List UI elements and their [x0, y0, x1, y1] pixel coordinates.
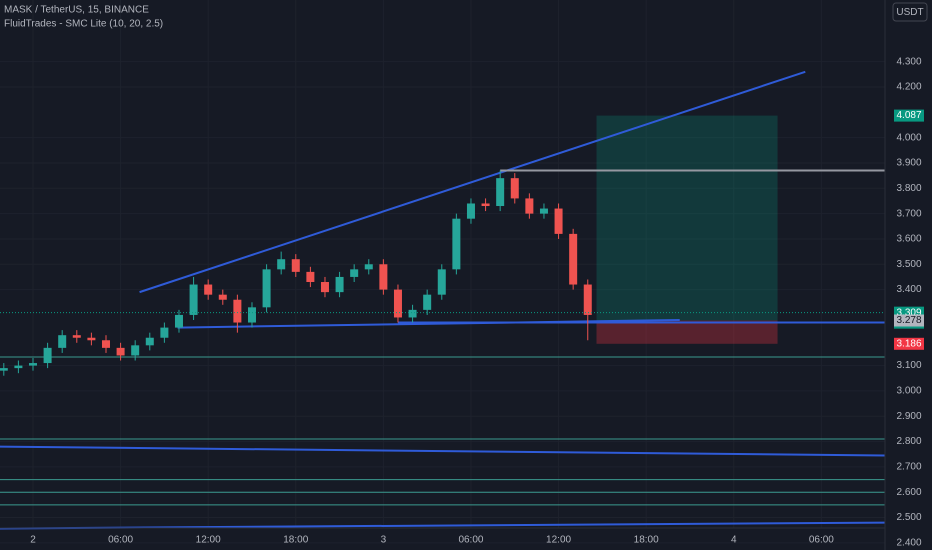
- candle-body: [496, 178, 505, 207]
- candle-body: [43, 347, 52, 364]
- candle-body: [379, 264, 388, 290]
- candle-body: [14, 365, 23, 369]
- candle-body: [145, 337, 154, 346]
- trend-line: [0, 521, 886, 530]
- candle-body: [189, 284, 198, 315]
- candle-body: [350, 269, 359, 277]
- trend-line: [177, 318, 680, 329]
- x-tick-label: 06:00: [108, 535, 133, 546]
- currency-button[interactable]: [892, 2, 928, 22]
- candle-body: [262, 269, 271, 308]
- candle-body: [247, 307, 256, 323]
- x-tick-label: 18:00: [283, 535, 308, 546]
- trend-line: [139, 70, 806, 294]
- position-target: [596, 115, 778, 321]
- trend-line: [0, 445, 886, 457]
- candle-body: [583, 284, 592, 315]
- candle-body: [320, 282, 329, 293]
- y-tick-label: 2.600: [896, 487, 921, 498]
- y-tick-label: 3.700: [896, 208, 921, 219]
- y-tick-label: 4.300: [896, 56, 921, 67]
- candle-body: [277, 259, 286, 270]
- x-tick-label: 18:00: [634, 535, 659, 546]
- candle-body: [72, 335, 81, 338]
- price-tag: [894, 109, 924, 122]
- candle-body: [569, 233, 578, 285]
- candle-body: [131, 345, 140, 356]
- candle-body: [510, 178, 519, 199]
- price-tag-label: 4.087: [896, 110, 921, 121]
- candle-body: [306, 271, 315, 283]
- x-tick-label: 3: [381, 535, 387, 546]
- candle-body: [101, 340, 110, 348]
- y-tick-label: 2.400: [896, 538, 921, 549]
- y-tick-label: 3.500: [896, 259, 921, 270]
- y-tick-label: 3.600: [896, 234, 921, 245]
- y-tick-label: 3.000: [896, 386, 921, 397]
- candle-body: [87, 337, 96, 341]
- candle-body: [466, 203, 475, 219]
- candle-body: [233, 299, 242, 323]
- candle-body: [160, 327, 169, 338]
- y-tick-label: 3.100: [896, 360, 921, 371]
- candle-body: [28, 363, 37, 366]
- price-tag-label: 3.186: [896, 338, 921, 349]
- candle-body: [437, 269, 446, 295]
- candle-body: [204, 284, 213, 295]
- candle-body: [58, 335, 67, 348]
- candle-body: [408, 309, 417, 318]
- price-tag: [894, 314, 924, 327]
- candle-body: [525, 198, 534, 214]
- candle-body: [291, 259, 300, 272]
- x-tick-label: 06:00: [809, 535, 834, 546]
- y-tick-label: 2.900: [896, 411, 921, 422]
- price-tag-label: 3.278: [896, 315, 921, 326]
- symbol-title: MASK / TetherUS, 15, BINANCE: [4, 5, 149, 16]
- candle-body: [364, 264, 373, 270]
- candle-body: [218, 294, 227, 300]
- y-tick-label: 4.000: [896, 132, 921, 143]
- y-tick-label: 3.800: [896, 183, 921, 194]
- candle-body: [116, 347, 125, 356]
- y-tick-label: 3.900: [896, 158, 921, 169]
- candle-body: [452, 218, 461, 270]
- candle-body: [423, 294, 432, 310]
- candle-body: [393, 289, 402, 318]
- price-tag-label: 3.309: [896, 307, 921, 318]
- y-tick-label: 2.500: [896, 512, 921, 523]
- candle-body: [174, 314, 183, 328]
- x-tick-label: 12:00: [546, 535, 571, 546]
- candle-body: [539, 208, 548, 214]
- indicator-title: FluidTrades - SMC Lite (10, 20, 2.5): [4, 19, 163, 30]
- candle-body: [554, 208, 563, 234]
- x-tick-label: 4: [731, 535, 737, 546]
- price-tag: [894, 337, 924, 350]
- candle-body: [0, 368, 8, 371]
- position-stop: [596, 320, 778, 344]
- x-tick-label: 2: [30, 535, 36, 546]
- candle-body: [335, 276, 344, 293]
- x-tick-label: 12:00: [196, 535, 221, 546]
- y-tick-label: 4.200: [896, 82, 921, 93]
- x-tick-label: 06:00: [458, 535, 483, 546]
- y-tick-label: 3.400: [896, 284, 921, 295]
- y-tick-label: 2.800: [896, 436, 921, 447]
- currency-label[interactable]: USDT: [896, 7, 923, 18]
- y-tick-label: 2.700: [896, 462, 921, 473]
- candle-body: [481, 203, 490, 207]
